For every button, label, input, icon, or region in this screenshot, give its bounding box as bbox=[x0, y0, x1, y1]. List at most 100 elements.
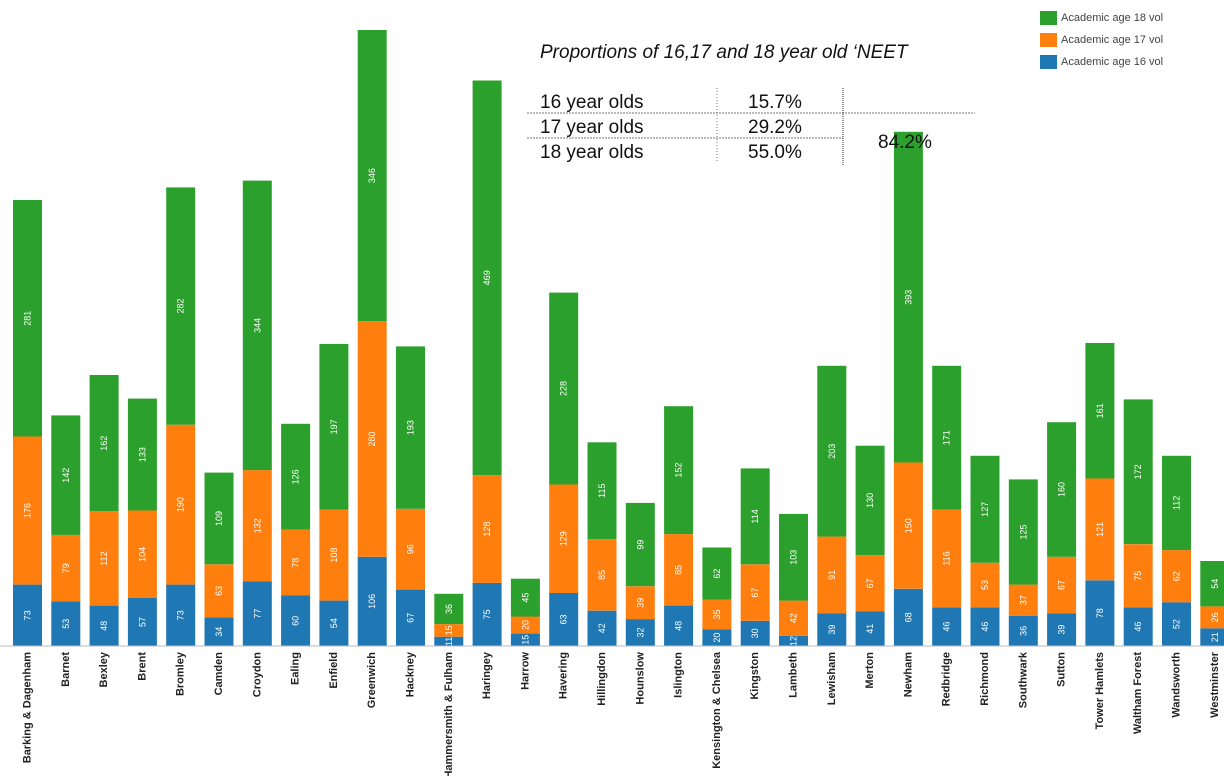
bar-segment bbox=[855, 445, 885, 556]
bar-value-label: 26 bbox=[1210, 612, 1220, 622]
bar-value-label: 85 bbox=[674, 565, 684, 575]
bar-segment bbox=[932, 365, 962, 510]
bar-value-label: 67 bbox=[1057, 580, 1067, 590]
category-label: Harrow bbox=[519, 652, 531, 690]
bar-segment bbox=[127, 398, 157, 511]
bar-value-label: 41 bbox=[865, 624, 875, 634]
chart-title: Proportions of 16,17 and 18 year old ‘NE… bbox=[540, 42, 908, 63]
bar-segment bbox=[1008, 584, 1038, 616]
bar-segment bbox=[549, 593, 579, 646]
bar-value-label: 54 bbox=[329, 618, 339, 628]
bar-segment bbox=[510, 616, 540, 634]
bar-value-label: 96 bbox=[406, 544, 416, 554]
bar-segment bbox=[779, 635, 808, 646]
category-label: Croydon bbox=[251, 652, 263, 698]
bar-segment bbox=[1008, 479, 1038, 585]
bar-value-label: 112 bbox=[99, 551, 109, 565]
bar-value-label: 35 bbox=[712, 609, 722, 619]
bar-segment bbox=[13, 584, 42, 646]
bar-segment bbox=[319, 600, 349, 646]
bar-value-label: 162 bbox=[99, 436, 109, 451]
bar-segment bbox=[1162, 550, 1191, 603]
category-label: Hackney bbox=[405, 651, 417, 697]
bar-segment bbox=[664, 534, 694, 606]
bar-value-label: 79 bbox=[61, 563, 71, 573]
bar-value-label: 114 bbox=[750, 509, 760, 523]
bar-segment bbox=[664, 406, 694, 535]
bar-value-label: 132 bbox=[252, 518, 262, 533]
bar-value-label: 37 bbox=[1018, 595, 1028, 605]
bar-value-label: 48 bbox=[99, 621, 109, 631]
bar-value-label: 15 bbox=[520, 635, 530, 645]
bar-value-label: 116 bbox=[942, 551, 952, 565]
bar-value-label: 176 bbox=[23, 503, 33, 518]
summary-table: 16 year olds 15.7% 17 year olds 29.2% 18… bbox=[527, 88, 975, 165]
bar-segment bbox=[204, 617, 234, 646]
bar-segment bbox=[166, 187, 196, 425]
legend-label: Academic age 18 vol bbox=[1061, 12, 1164, 24]
category-label: Redbridge bbox=[941, 652, 953, 706]
bar-segment bbox=[549, 484, 579, 593]
bar-segment bbox=[932, 509, 962, 608]
bar-segment bbox=[51, 601, 81, 646]
bar-segment bbox=[396, 589, 425, 646]
bar-segment bbox=[127, 510, 157, 598]
bar-segment bbox=[625, 619, 655, 646]
bar-value-label: 57 bbox=[137, 617, 147, 627]
bar-segment bbox=[664, 605, 694, 646]
bar-segment bbox=[396, 346, 425, 509]
table-row-label: 16 year olds bbox=[540, 92, 644, 113]
bar-value-label: 282 bbox=[176, 298, 186, 313]
bar-value-label: 21 bbox=[1210, 632, 1220, 642]
bar-segment bbox=[510, 633, 540, 646]
bar-value-label: 104 bbox=[137, 547, 147, 562]
bar-value-label: 34 bbox=[214, 627, 224, 637]
bar-segment bbox=[434, 636, 464, 646]
bar-value-label: 85 bbox=[597, 570, 607, 580]
bar-segment bbox=[242, 581, 272, 646]
bar-value-label: 190 bbox=[176, 497, 186, 512]
bar-value-label: 42 bbox=[789, 613, 799, 623]
bar-value-label: 150 bbox=[903, 518, 913, 533]
legend-swatch bbox=[1040, 55, 1057, 69]
table-row-value: 15.7% bbox=[748, 92, 802, 113]
bar-segment bbox=[817, 613, 847, 646]
bar-segment bbox=[281, 595, 311, 646]
table-row-label: 18 year olds bbox=[540, 142, 644, 163]
bar-segment bbox=[166, 424, 196, 585]
bar-segment bbox=[319, 343, 349, 510]
category-label: Barnet bbox=[60, 652, 72, 687]
bar-segment bbox=[13, 200, 42, 437]
bar-value-label: 68 bbox=[903, 612, 913, 622]
bar-value-label: 62 bbox=[1172, 571, 1182, 581]
bar-segment bbox=[817, 365, 847, 537]
bar-segment bbox=[357, 556, 387, 646]
bar-value-label: 112 bbox=[1172, 496, 1182, 510]
bar-segment bbox=[166, 584, 196, 646]
bar-value-label: 46 bbox=[1133, 622, 1143, 632]
bar-segment bbox=[396, 508, 425, 590]
bar-value-label: 20 bbox=[520, 620, 530, 630]
bar-segment bbox=[1085, 580, 1115, 646]
bar-value-label: 103 bbox=[789, 550, 799, 565]
bar-value-label: 78 bbox=[291, 558, 301, 568]
bar-segment bbox=[1047, 422, 1077, 557]
bar-segment bbox=[740, 468, 770, 565]
bar-segment bbox=[472, 582, 502, 646]
bar-value-label: 125 bbox=[1018, 524, 1028, 539]
bar-segment bbox=[1123, 544, 1153, 608]
bar-value-label: 63 bbox=[559, 614, 569, 624]
category-label: Wandsworth bbox=[1171, 652, 1183, 718]
bar-segment bbox=[702, 629, 732, 646]
legend-swatch bbox=[1040, 33, 1057, 47]
bar-value-label: 344 bbox=[252, 318, 262, 333]
bar-value-label: 60 bbox=[291, 616, 301, 626]
bar-value-label: 53 bbox=[980, 580, 990, 590]
bar-value-label: 228 bbox=[559, 381, 569, 396]
bar-value-label: 91 bbox=[827, 570, 837, 580]
bar-value-label: 48 bbox=[674, 621, 684, 631]
category-label: Hounslow bbox=[634, 652, 646, 705]
bar-segment bbox=[625, 586, 655, 620]
bar-value-label: 67 bbox=[750, 588, 760, 598]
